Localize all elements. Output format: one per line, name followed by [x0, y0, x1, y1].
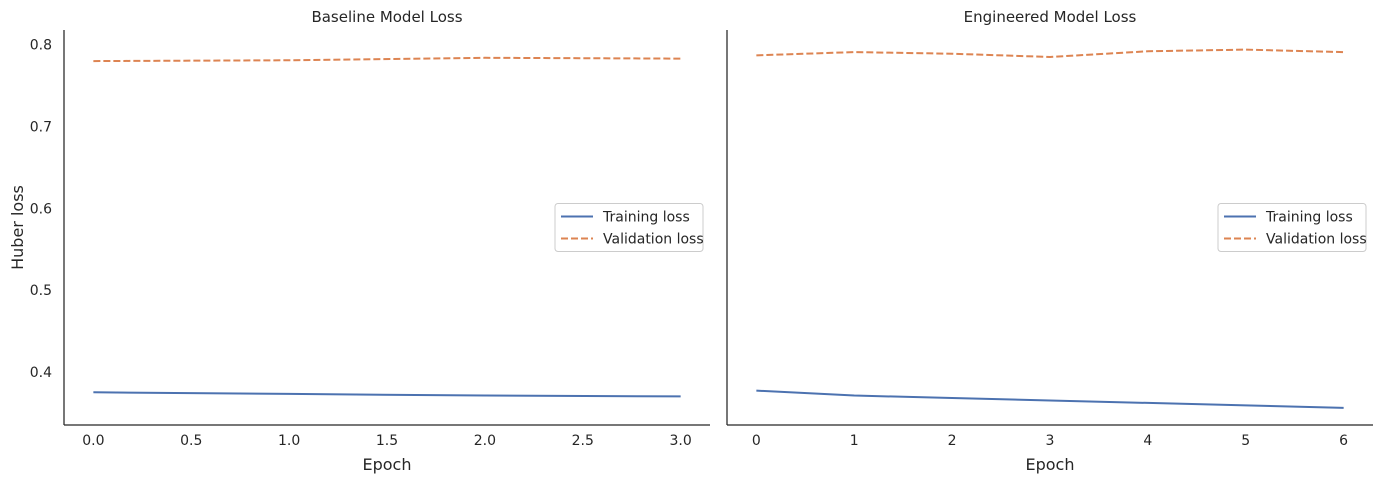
x-tick-label: 0 — [752, 433, 761, 449]
legend-label: Validation loss — [1266, 232, 1367, 248]
x-tick-label: 2.5 — [572, 433, 594, 449]
y-tick-label: 0.6 — [30, 201, 52, 217]
x-tick-label: 2 — [948, 433, 957, 449]
x-tick-label: 5 — [1241, 433, 1250, 449]
chart-panel-1: Baseline Model Loss 0.0 0.5 1.0 1.5 2.0 2.5 3.0… — [8, 8, 710, 474]
x-tick-label: 4 — [1143, 433, 1152, 449]
chart-title: Baseline Model Loss — [311, 8, 462, 26]
legend-label: Training loss — [602, 210, 690, 226]
y-tick-label: 0.5 — [30, 283, 52, 299]
training-loss-line — [93, 391, 681, 398]
x-tick-label: 2.0 — [474, 433, 496, 449]
legend-label: Training loss — [1265, 210, 1353, 226]
x-tick-label: 1 — [850, 433, 859, 449]
y-tick-label: 0.4 — [30, 365, 52, 381]
x-tick-label: 3 — [1046, 433, 1055, 449]
x-tick-label: 6 — [1339, 433, 1348, 449]
chart-panel-2: Engineered Model Loss 0 1 2 3 4 5 6 Epoch Trainin… — [726, 8, 1373, 474]
x-tick-label: 0.0 — [82, 433, 104, 449]
y-tick-label: 0.8 — [30, 38, 52, 54]
legend: Training loss Validation loss — [554, 203, 704, 252]
x-tick-label: 0.5 — [180, 433, 202, 449]
y-axis-label: Huber loss — [8, 185, 27, 270]
legend-label: Validation loss — [603, 232, 704, 248]
x-tick-label: 3.0 — [670, 433, 692, 449]
validation-loss-line — [93, 56, 681, 63]
validation-loss-line — [756, 48, 1344, 58]
x-tick-label: 1.5 — [376, 433, 398, 449]
x-axis-label: Epoch — [363, 455, 412, 474]
x-axis-label: Epoch — [1026, 455, 1075, 474]
training-loss-line — [756, 389, 1344, 409]
legend: Training loss Validation loss — [1217, 203, 1367, 252]
y-tick-label: 0.7 — [30, 120, 52, 136]
chart-title: Engineered Model Loss — [964, 8, 1137, 26]
x-tick-label: 1.0 — [278, 433, 300, 449]
